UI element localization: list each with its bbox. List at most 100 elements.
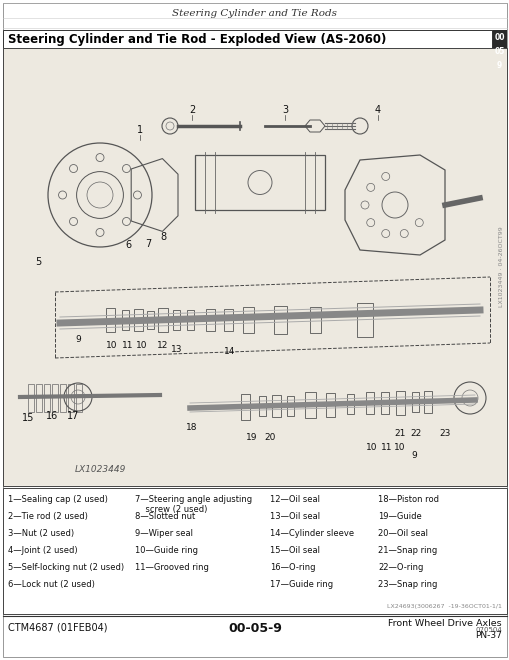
Text: Front Wheel Drive Axles: Front Wheel Drive Axles <box>388 618 501 628</box>
Text: 10: 10 <box>365 442 377 451</box>
Text: 8: 8 <box>160 232 166 242</box>
Text: 11: 11 <box>122 341 133 350</box>
Bar <box>3 30 491 48</box>
Text: 9: 9 <box>75 335 81 345</box>
Text: 00-05-9: 00-05-9 <box>228 622 281 634</box>
Bar <box>365 392 373 414</box>
Text: 13: 13 <box>171 345 182 354</box>
Bar <box>380 392 388 414</box>
Bar <box>223 309 233 331</box>
Text: 6: 6 <box>125 240 131 250</box>
Bar <box>52 384 58 412</box>
Text: 3—Nut (2 used): 3—Nut (2 used) <box>8 529 74 538</box>
Bar <box>271 395 280 417</box>
Text: 22—O-ring: 22—O-ring <box>377 563 422 572</box>
Text: 23—Snap ring: 23—Snap ring <box>377 580 437 589</box>
Bar <box>194 155 324 210</box>
Text: 11—Grooved ring: 11—Grooved ring <box>135 563 209 572</box>
Text: 05: 05 <box>493 46 504 55</box>
Text: 16: 16 <box>46 411 58 421</box>
Text: 1—Sealing cap (2 used): 1—Sealing cap (2 used) <box>8 495 108 504</box>
Text: 7: 7 <box>145 239 151 249</box>
Text: 4—Joint (2 used): 4—Joint (2 used) <box>8 546 77 555</box>
Bar <box>491 30 506 76</box>
Text: 10: 10 <box>136 341 148 350</box>
Text: 9—Wiper seal: 9—Wiper seal <box>135 529 192 538</box>
Text: 23: 23 <box>438 428 450 438</box>
Text: 15—Oil seal: 15—Oil seal <box>269 546 319 555</box>
Bar <box>206 309 215 331</box>
Text: 20—Oil seal: 20—Oil seal <box>377 529 427 538</box>
Bar <box>4 49 505 485</box>
Text: 15: 15 <box>22 413 34 423</box>
Text: 17: 17 <box>67 411 79 421</box>
Text: Steering Cylinder and Tie Rods: Steering Cylinder and Tie Rods <box>172 9 337 18</box>
Bar <box>106 308 115 332</box>
Text: Steering Cylinder and Tie Rod - Exploded View (AS-2060): Steering Cylinder and Tie Rod - Exploded… <box>8 32 386 46</box>
Text: 8—Slotted nut: 8—Slotted nut <box>135 512 195 521</box>
Bar <box>287 396 293 416</box>
Text: 9: 9 <box>496 61 501 69</box>
Text: 11: 11 <box>381 442 392 451</box>
Bar <box>122 310 129 330</box>
Text: 13—Oil seal: 13—Oil seal <box>269 512 320 521</box>
Text: 5: 5 <box>35 257 41 267</box>
Text: 14—Cylinder sleeve: 14—Cylinder sleeve <box>269 529 353 538</box>
Text: 5—Self-locking nut (2 used): 5—Self-locking nut (2 used) <box>8 563 124 572</box>
Text: 10: 10 <box>393 442 405 451</box>
Text: 10—Guide ring: 10—Guide ring <box>135 546 197 555</box>
Bar <box>309 307 320 333</box>
Text: 2: 2 <box>188 105 195 115</box>
Bar <box>346 394 353 414</box>
Bar <box>3 48 506 486</box>
Text: 070504: 070504 <box>474 627 501 633</box>
Text: 14: 14 <box>224 348 235 356</box>
Text: 6—Lock nut (2 used): 6—Lock nut (2 used) <box>8 580 95 589</box>
Text: LX1023449: LX1023449 <box>75 465 126 475</box>
Bar <box>28 384 34 412</box>
Text: PN-37: PN-37 <box>474 632 501 640</box>
Text: 18: 18 <box>186 424 197 432</box>
Text: 17—Guide ring: 17—Guide ring <box>269 580 332 589</box>
Bar <box>147 311 154 329</box>
Bar <box>44 384 50 412</box>
Text: 10: 10 <box>106 341 118 350</box>
Text: 19: 19 <box>246 434 257 442</box>
Text: 1: 1 <box>137 125 143 135</box>
Text: 19—Guide: 19—Guide <box>377 512 421 521</box>
Text: 12: 12 <box>157 341 168 350</box>
Bar <box>187 310 193 330</box>
Text: 21—Snap ring: 21—Snap ring <box>377 546 436 555</box>
Bar <box>411 392 418 412</box>
Bar <box>259 396 266 416</box>
Bar <box>68 384 74 412</box>
Bar <box>423 391 431 413</box>
Bar <box>60 384 66 412</box>
Bar <box>173 310 180 330</box>
Text: CTM4687 (01FEB04): CTM4687 (01FEB04) <box>8 623 107 633</box>
Bar <box>325 393 334 417</box>
Text: 00: 00 <box>493 32 504 42</box>
Bar <box>76 384 82 412</box>
Bar <box>356 303 372 337</box>
Text: 21: 21 <box>393 428 405 438</box>
Text: 4: 4 <box>374 105 380 115</box>
Text: 22: 22 <box>410 428 421 438</box>
Text: 12—Oil seal: 12—Oil seal <box>269 495 319 504</box>
Text: 3: 3 <box>281 105 288 115</box>
Text: 16—O-ring: 16—O-ring <box>269 563 315 572</box>
Text: LX24693(3006267  -19-36OCT01-1/1: LX24693(3006267 -19-36OCT01-1/1 <box>386 604 501 609</box>
Bar <box>241 394 249 420</box>
Text: LX1023449 · 04-26OCT99: LX1023449 · 04-26OCT99 <box>498 226 503 308</box>
Bar <box>3 488 506 614</box>
Bar <box>304 392 316 418</box>
Text: 2—Tie rod (2 used): 2—Tie rod (2 used) <box>8 512 88 521</box>
Bar <box>242 307 253 333</box>
Bar <box>158 308 167 332</box>
Text: 18—Piston rod: 18—Piston rod <box>377 495 438 504</box>
Bar <box>36 384 42 412</box>
Bar <box>395 391 404 415</box>
Text: 7—Steering angle adjusting
    screw (2 used): 7—Steering angle adjusting screw (2 used… <box>135 495 251 514</box>
Text: 20: 20 <box>264 434 275 442</box>
Bar <box>273 306 287 334</box>
